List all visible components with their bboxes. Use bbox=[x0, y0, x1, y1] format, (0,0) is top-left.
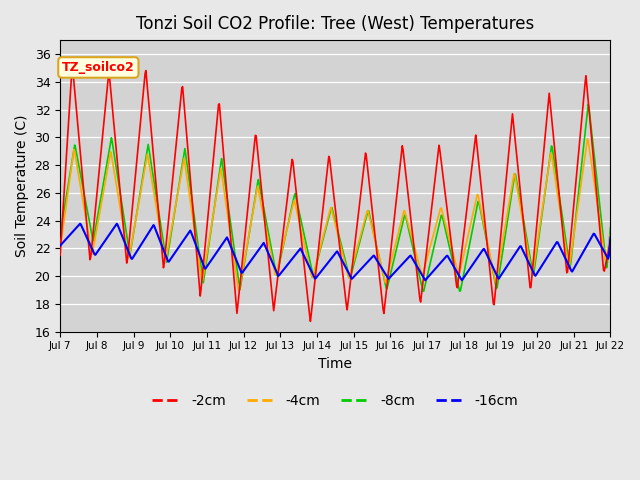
Title: Tonzi Soil CO2 Profile: Tree (West) Temperatures: Tonzi Soil CO2 Profile: Tree (West) Temp… bbox=[136, 15, 534, 33]
Legend: -2cm, -4cm, -8cm, -16cm: -2cm, -4cm, -8cm, -16cm bbox=[147, 388, 524, 413]
X-axis label: Time: Time bbox=[318, 357, 352, 371]
Text: TZ_soilco2: TZ_soilco2 bbox=[62, 61, 135, 74]
Y-axis label: Soil Temperature (C): Soil Temperature (C) bbox=[15, 115, 29, 257]
